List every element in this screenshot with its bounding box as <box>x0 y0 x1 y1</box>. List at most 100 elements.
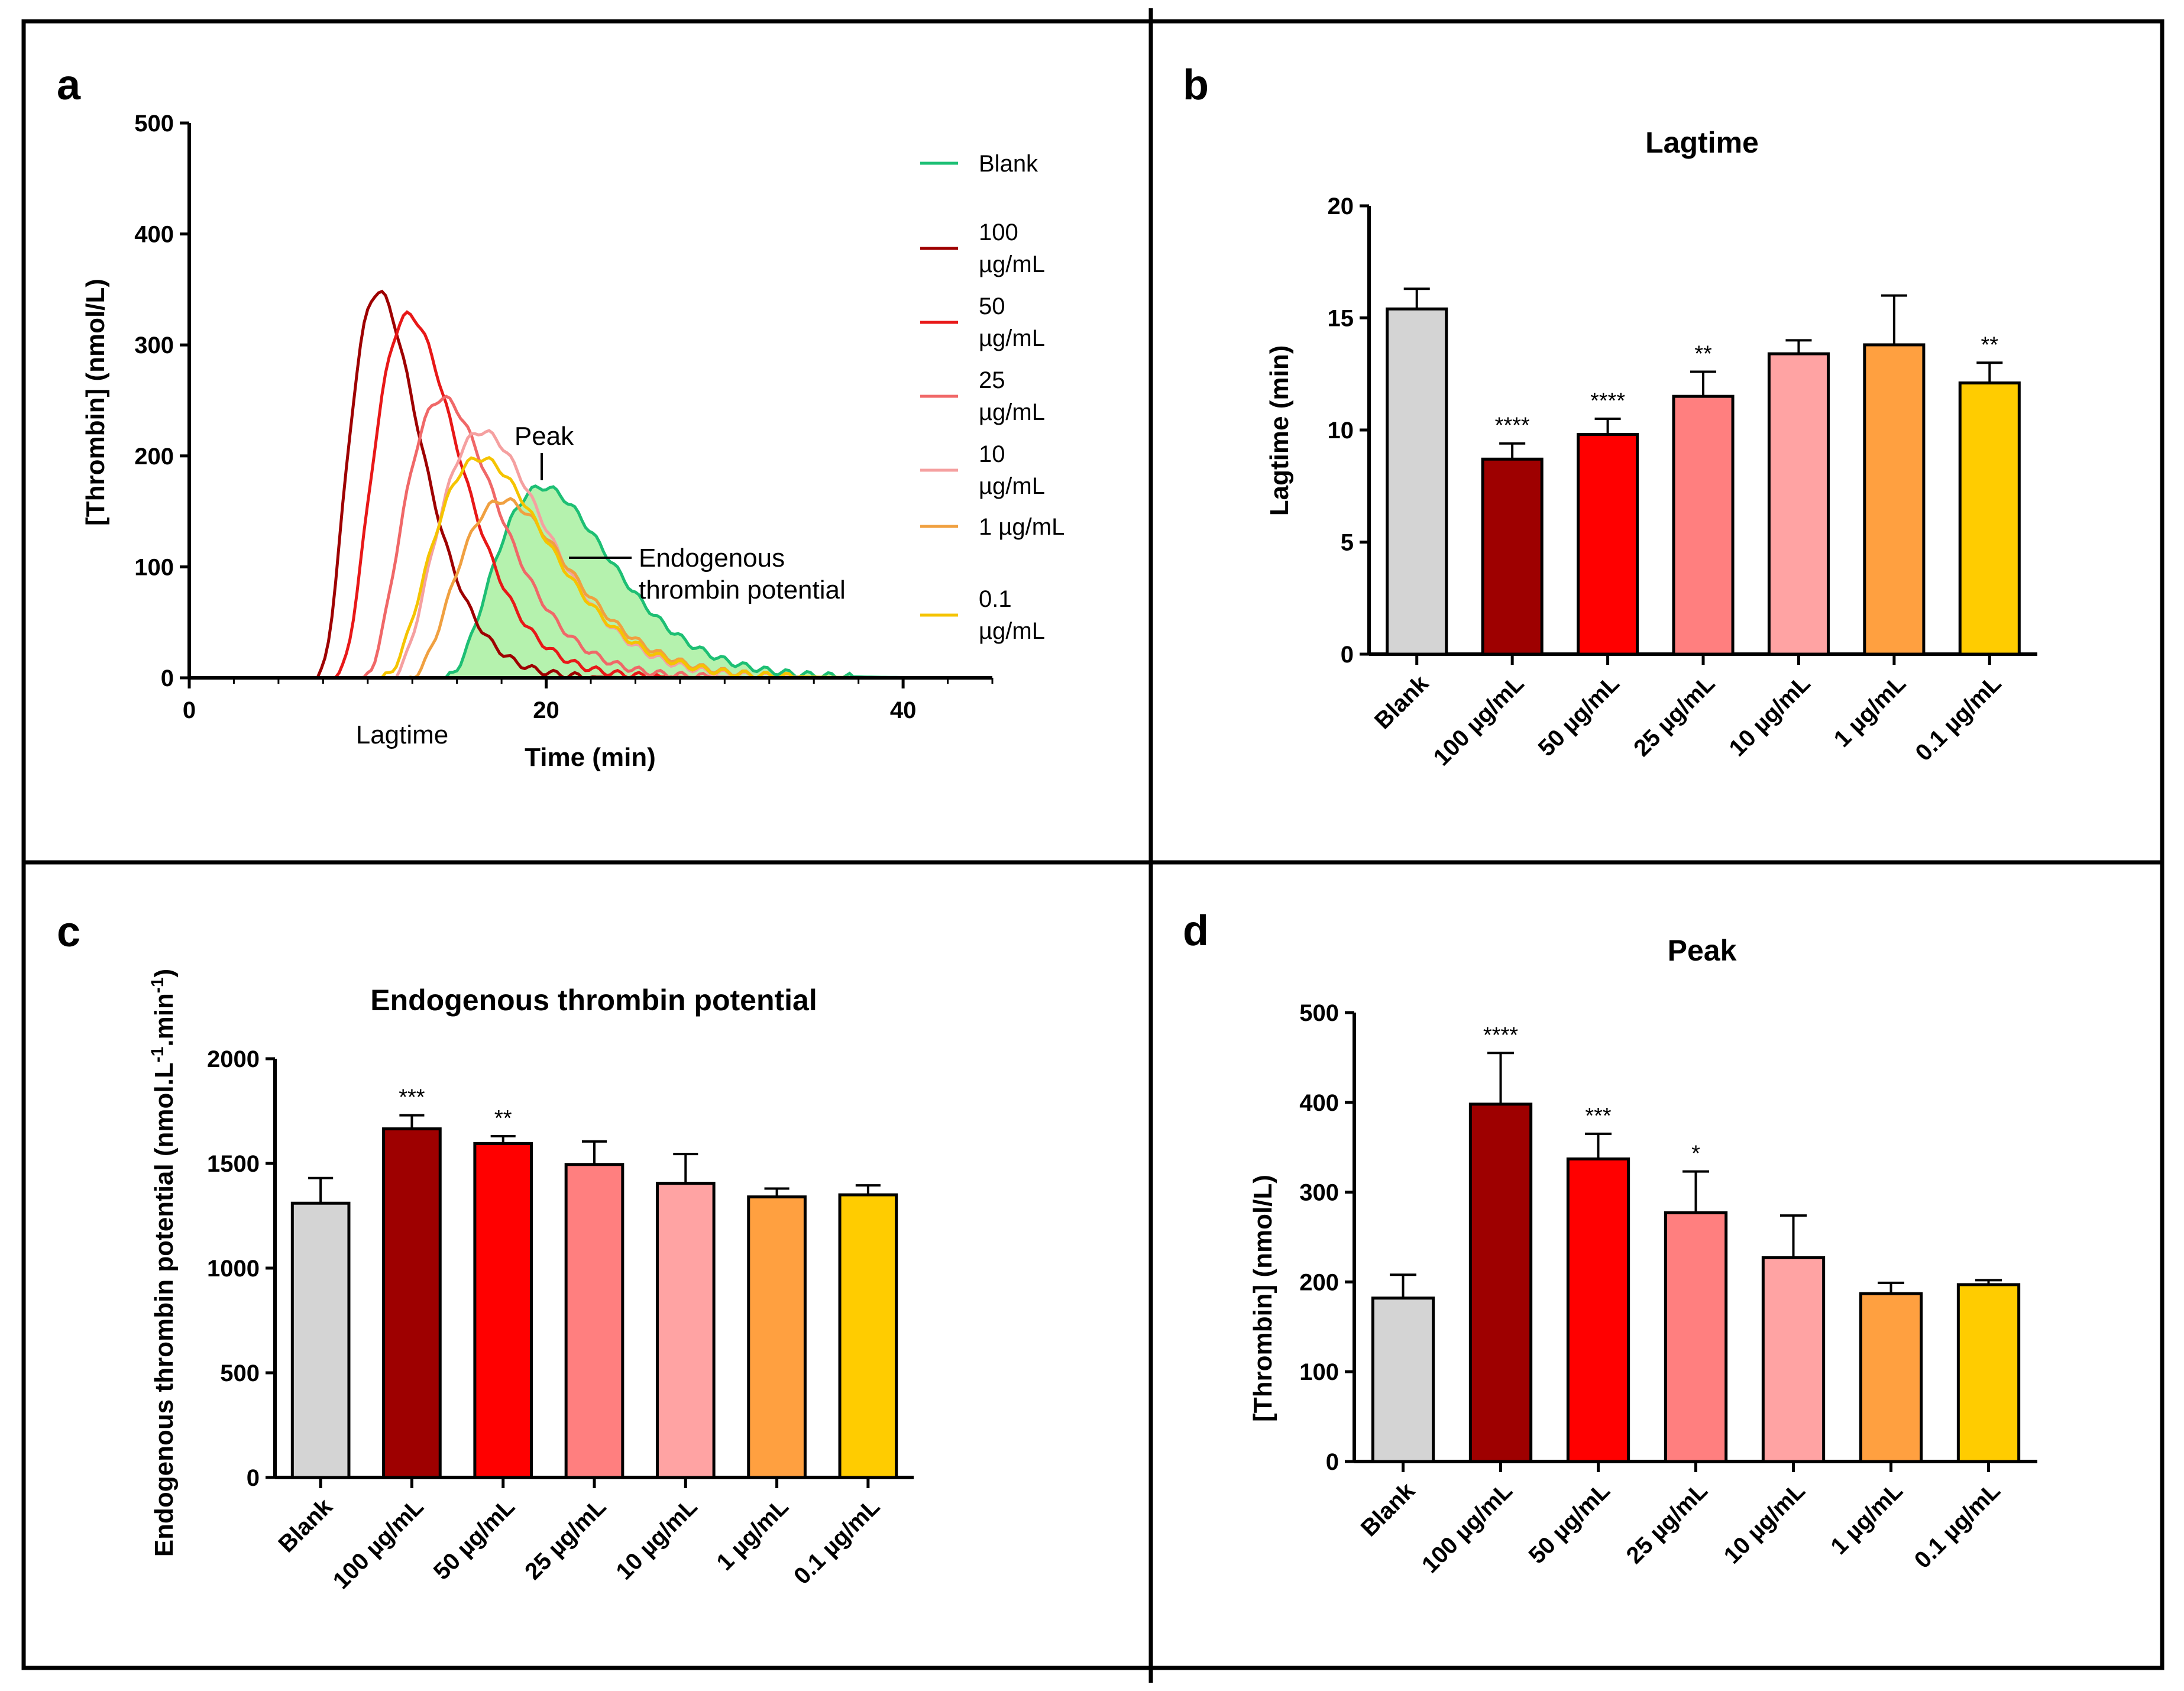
x-tick-label-c-10-ug-ml: 10 µg/mL <box>611 1493 702 1585</box>
y-tick-label-c-1000: 1000 <box>207 1256 260 1282</box>
y-tick-label-d-0: 0 <box>1326 1449 1339 1475</box>
etp-annotation-line2: thrombin potential <box>639 575 846 604</box>
y-tick-label-d-400: 400 <box>1299 1090 1339 1116</box>
y-tick-label-c-2000: 2000 <box>207 1046 260 1072</box>
peak-annotation: Peak <box>515 422 574 451</box>
bar-c-0-1-ug-ml <box>838 1193 898 1479</box>
y-tick-label-d-100: 100 <box>1299 1359 1339 1385</box>
bar-d-blank <box>1371 1296 1435 1463</box>
y-tick-label-a-100: 100 <box>134 554 174 580</box>
legend-label-0-1-ug-ml-0: 0.1 <box>979 586 1012 612</box>
x-tick-label-a-40: 40 <box>890 697 917 723</box>
legend-label-100-ug-ml-0: 100 <box>979 219 1018 245</box>
panel-c-title: Endogenous thrombin potential <box>370 984 817 1017</box>
legend-label-100-ug-ml-1: µg/mL <box>979 251 1045 277</box>
legend-label-25-ug-ml-1: µg/mL <box>979 399 1045 425</box>
bar-b-25-ug-ml <box>1672 395 1735 656</box>
bar-d-100-ug-ml <box>1468 1102 1533 1463</box>
bar-c-25-ug-ml <box>564 1163 625 1479</box>
legend-label-blank-0: Blank <box>979 151 1038 177</box>
y-tick-label-a-200: 200 <box>134 444 174 470</box>
y-tick-label-b-10: 10 <box>1328 418 1354 444</box>
x-tick-label-d-10-ug-ml: 10 µg/mL <box>1719 1477 1810 1569</box>
x-tick-label-b-25-ug-ml: 25 µg/mL <box>1629 670 1720 761</box>
x-tick-label-d-100-ug-ml: 100 µg/mL <box>1417 1477 1518 1578</box>
bar-d-1-ug-ml <box>1859 1292 1923 1463</box>
bar-c-1-ug-ml <box>747 1195 807 1479</box>
x-tick-label-a-0: 0 <box>183 697 196 723</box>
panel-label-a: a <box>57 62 81 109</box>
panel-b-lagtime-bars: Lagtime Lagtime (min) 05101520Blank****1… <box>1265 126 2037 771</box>
bar-b-10-ug-ml <box>1767 352 1830 656</box>
bar-d-10-ug-ml <box>1761 1256 1826 1463</box>
bar-d-50-ug-ml <box>1566 1157 1630 1463</box>
legend-label-0-1-ug-ml-1: µg/mL <box>979 618 1045 644</box>
y-tick-label-a-0: 0 <box>161 665 174 691</box>
etp-annotation-line1: Endogenous <box>639 544 785 573</box>
x-tick-label-b-0-1-ug-ml: 0.1 µg/mL <box>1911 670 2007 766</box>
series-fill-a-blank <box>211 486 993 678</box>
x-tick-label-d-1-ug-ml: 1 µg/mL <box>1826 1477 1908 1560</box>
significance-b-100-ug-ml: **** <box>1495 413 1530 438</box>
panel-d-ylabel: [Thrombin] (nmol/L) <box>1248 1175 1277 1422</box>
significance-b-25-ug-ml: ** <box>1694 341 1712 366</box>
x-tick-label-c-25-ug-ml: 25 µg/mL <box>520 1493 611 1585</box>
x-tick-label-c-1-ug-ml: 1 µg/mL <box>711 1493 794 1576</box>
bar-b-blank <box>1386 307 1448 656</box>
y-tick-label-a-500: 500 <box>134 111 174 137</box>
legend-label-10-ug-ml-0: 10 <box>979 441 1005 467</box>
y-tick-label-d-500: 500 <box>1299 1000 1339 1026</box>
legend-label-50-ug-ml-1: µg/mL <box>979 325 1045 351</box>
panel-c-etp-bars: Endogenous thrombin potential Endogenous… <box>148 969 914 1594</box>
bar-b-100-ug-ml <box>1481 457 1544 656</box>
x-tick-label-d-blank: Blank <box>1356 1477 1421 1542</box>
bar-c-100-ug-ml <box>382 1127 442 1479</box>
y-tick-label-d-200: 200 <box>1299 1269 1339 1295</box>
panel-a-ylabel: [Thrombin] (nmol/L) <box>81 279 110 526</box>
y-tick-label-c-0: 0 <box>247 1465 260 1491</box>
legend-label-25-ug-ml-0: 25 <box>979 367 1005 393</box>
bar-b-1-ug-ml <box>1863 343 1926 656</box>
y-tick-label-b-20: 20 <box>1328 193 1354 219</box>
significance-b-0-1-ug-ml: ** <box>1981 332 1998 357</box>
significance-c-50-ug-ml: ** <box>494 1106 512 1131</box>
x-tick-label-d-0-1-ug-ml: 0.1 µg/mL <box>1910 1477 2005 1573</box>
panel-b-ylabel: Lagtime (min) <box>1265 345 1294 516</box>
y-tick-label-b-15: 15 <box>1328 306 1354 332</box>
x-tick-label-b-10-ug-ml: 10 µg/mL <box>1724 670 1815 761</box>
significance-b-50-ug-ml: **** <box>1590 389 1625 413</box>
panel-a-xlabel: Time (min) <box>525 743 656 772</box>
x-tick-label-b-1-ug-ml: 1 µg/mL <box>1829 670 1911 752</box>
panel-d-peak-bars: Peak [Thrombin] (nmol/L) 0 100 200 300 400 50… <box>1248 934 2037 1578</box>
lagtime-annotation: Lagtime <box>356 720 449 749</box>
legend-label-50-ug-ml-0: 50 <box>979 293 1005 319</box>
panel-c-ylabel-mid: .min <box>150 993 179 1046</box>
bar-b-0-1-ug-ml <box>1958 381 2021 656</box>
significance-c-100-ug-ml: *** <box>399 1085 425 1110</box>
bar-c-50-ug-ml <box>473 1142 533 1479</box>
panel-c-ylabel-sup1: -1 <box>148 1047 167 1063</box>
legend-label-1-ug-ml-0: 1 µg/mL <box>979 514 1065 540</box>
x-tick-label-d-50-ug-ml: 50 µg/mL <box>1524 1477 1615 1569</box>
panel-label-c: c <box>57 908 80 956</box>
bar-d-25-ug-ml <box>1664 1211 1728 1463</box>
y-tick-label-b-5: 5 <box>1341 530 1354 556</box>
x-tick-label-b-100-ug-ml: 100 µg/mL <box>1428 670 1529 771</box>
bar-c-10-ug-ml <box>655 1182 716 1479</box>
x-tick-label-c-0-1-ug-ml: 0.1 µg/mL <box>789 1493 885 1589</box>
y-tick-label-c-1500: 1500 <box>207 1151 260 1177</box>
bar-d-0-1-ug-ml <box>1956 1283 2021 1463</box>
panel-a-thrombin-curves: 0 100 200 300 400 500 0 20 40 Blank 100 µg/mL 50 µg/… <box>81 111 1065 772</box>
panel-d-title: Peak <box>1668 934 1737 967</box>
panel-b-title: Lagtime <box>1645 126 1759 159</box>
y-tick-label-a-400: 400 <box>134 222 174 248</box>
panel-c-ylabel-sup2: -1 <box>148 977 167 993</box>
y-tick-label-a-300: 300 <box>134 332 174 358</box>
significance-d-25-ug-ml: * <box>1691 1142 1700 1166</box>
panel-c-ylabel-end: ) <box>150 969 179 978</box>
panel-label-b: b <box>1183 62 1209 109</box>
significance-d-100-ug-ml: **** <box>1483 1023 1518 1047</box>
panel-c-ylabel: Endogenous thrombin potential (nmol.L-1.… <box>148 969 179 1557</box>
legend-label-10-ug-ml-1: µg/mL <box>979 473 1045 499</box>
